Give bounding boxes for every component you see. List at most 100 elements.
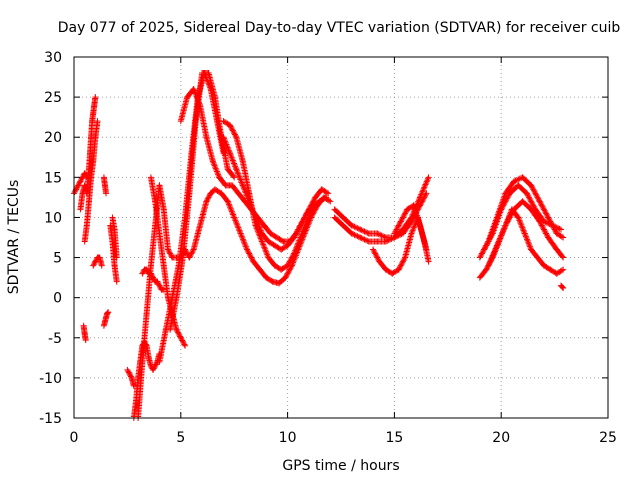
data-point: [530, 186, 537, 193]
data-point: [256, 223, 263, 230]
x-tick-label: 25: [599, 430, 617, 446]
data-point: [193, 93, 200, 100]
data-point: [424, 175, 431, 182]
data-point: [75, 182, 82, 189]
data-point: [509, 209, 516, 216]
data-point: [295, 240, 302, 247]
data-point: [257, 227, 264, 234]
data-point: [526, 195, 533, 202]
data-point: [546, 221, 553, 228]
data-point: [394, 225, 401, 232]
data-point: [527, 245, 534, 252]
data-point: [255, 221, 262, 228]
data-point: [231, 174, 238, 181]
data-point: [315, 199, 322, 206]
data-point: [354, 225, 361, 232]
data-point: [179, 338, 186, 345]
data-point: [293, 243, 300, 250]
data-point: [517, 220, 524, 227]
data-point: [528, 198, 535, 205]
data-point: [392, 227, 399, 234]
data-point: [411, 223, 418, 230]
data-point: [397, 263, 404, 270]
data-point: [422, 181, 429, 188]
data-point: [211, 162, 218, 169]
data-point: [409, 229, 416, 236]
data-point: [482, 243, 489, 250]
data-point: [262, 247, 269, 254]
data-point: [422, 193, 429, 200]
data-point: [500, 202, 507, 209]
data-point: [525, 193, 532, 200]
data-point: [182, 247, 189, 254]
data-point: [492, 245, 499, 252]
data-point: [399, 214, 406, 221]
data-point: [299, 230, 306, 237]
data-point: [279, 237, 286, 244]
series-prn-ab: [481, 182, 565, 253]
data-point: [235, 226, 242, 233]
data-point: [499, 203, 506, 210]
data-point: [528, 199, 535, 206]
data-point: [377, 231, 384, 238]
data-point: [103, 190, 110, 197]
data-point: [558, 226, 565, 233]
data-point: [215, 171, 222, 178]
data-point: [364, 237, 371, 244]
data-point: [374, 254, 381, 261]
data-point: [556, 225, 563, 232]
data-point: [268, 277, 275, 284]
data-point: [423, 246, 430, 253]
data-point: [420, 185, 427, 192]
data-point: [560, 266, 567, 273]
data-point: [226, 202, 233, 209]
data-point: [503, 197, 510, 204]
data-point: [229, 156, 236, 163]
data-point: [485, 261, 492, 268]
data-point: [155, 279, 162, 286]
data-point: [187, 253, 194, 260]
data-point: [302, 213, 309, 220]
data-point: [492, 246, 499, 253]
data-point: [244, 246, 251, 253]
data-point: [231, 214, 238, 221]
data-point: [538, 221, 545, 228]
data-point: [232, 164, 239, 171]
data-point: [260, 242, 267, 249]
data-point: [194, 94, 201, 101]
data-point: [348, 230, 355, 237]
data-point: [237, 230, 244, 237]
data-point: [90, 261, 97, 268]
data-point: [560, 234, 567, 241]
data-point: [231, 130, 238, 137]
data-point: [361, 228, 368, 235]
data-point: [531, 189, 538, 196]
data-point: [360, 235, 367, 242]
data-point: [398, 217, 405, 224]
data-point: [483, 266, 490, 273]
data-point: [521, 229, 528, 236]
data-point: [234, 169, 241, 176]
data-point: [498, 206, 505, 213]
data-point: [487, 256, 494, 263]
data-point: [490, 249, 497, 256]
data-point: [253, 217, 260, 224]
data-point: [231, 160, 238, 167]
data-point: [232, 163, 239, 170]
data-point: [395, 222, 402, 229]
data-point: [291, 233, 298, 240]
data-point: [240, 185, 247, 192]
data-point: [421, 194, 428, 201]
data-point: [503, 221, 510, 228]
data-point: [152, 361, 159, 368]
data-point: [152, 362, 159, 369]
data-point: [143, 266, 150, 273]
data-point: [522, 233, 529, 240]
data-point: [362, 237, 369, 244]
data-point: [258, 238, 265, 245]
data-point: [487, 234, 494, 241]
data-point: [282, 274, 289, 281]
x-tick-label: 15: [385, 430, 403, 446]
data-point: [529, 185, 536, 192]
data-point: [235, 224, 242, 231]
